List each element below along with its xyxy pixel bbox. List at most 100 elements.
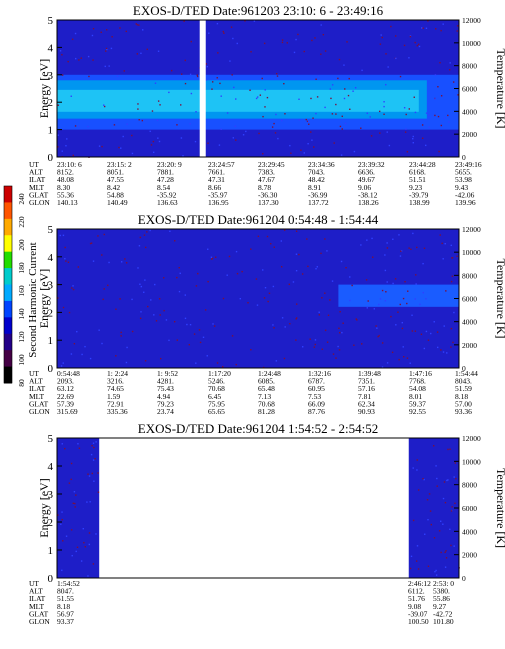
orbit-value: 7768. — [409, 377, 426, 386]
orbit-value: 70.68 — [258, 399, 275, 408]
noise-pixel — [257, 235, 260, 238]
noise-pixel — [65, 260, 67, 262]
noise-pixel — [415, 283, 417, 285]
noise-pixel — [138, 245, 141, 247]
orbit-value: 1:39:48 — [358, 369, 381, 378]
colorbar-tick-label: 180 — [17, 262, 26, 274]
noise-pixel — [263, 297, 266, 299]
noise-pixel — [361, 69, 363, 72]
noise-pixel — [104, 65, 106, 68]
noise-pixel — [173, 320, 176, 323]
noise-pixel — [383, 113, 385, 115]
ytick-label: 5 — [48, 15, 54, 27]
noise-pixel — [61, 443, 63, 445]
noise-pixel — [100, 31, 102, 34]
noise-pixel — [255, 278, 258, 280]
noise-pixel — [421, 27, 423, 29]
orbit-value: 7043. — [308, 168, 325, 177]
colorbar: 240 220 200 180 160 140 120 100 80 Second Harmoni… — [3, 185, 39, 387]
colorbar-segment — [4, 235, 12, 253]
noise-pixel — [205, 79, 207, 81]
noise-pixel — [60, 523, 62, 525]
noise-pixel — [244, 20, 246, 22]
noise-pixel — [399, 303, 401, 306]
noise-pixel — [404, 281, 406, 283]
colorbar-tick-label: 100 — [17, 354, 26, 366]
noise-pixel — [207, 142, 209, 144]
noise-pixel — [64, 447, 66, 450]
noise-pixel — [276, 73, 278, 75]
noise-pixel — [146, 48, 148, 51]
noise-pixel — [83, 541, 85, 544]
y2tick-label: 6000 — [462, 85, 477, 94]
noise-pixel — [425, 144, 427, 147]
noise-pixel — [152, 151, 155, 154]
noise-pixel — [412, 519, 415, 522]
noise-pixel — [97, 235, 99, 237]
noise-pixel — [307, 143, 309, 145]
noise-pixel — [116, 75, 119, 77]
orbit-value: 9.06 — [358, 183, 371, 192]
spectrogram-noise — [57, 229, 458, 369]
noise-pixel — [91, 34, 94, 37]
orbit-value: 140.13 — [57, 198, 78, 207]
noise-pixel — [444, 501, 447, 504]
noise-pixel — [74, 32, 77, 35]
noise-pixel — [218, 144, 221, 146]
orbit-value: 4281. — [157, 377, 174, 386]
noise-pixel — [226, 112, 229, 114]
orbit-value: 140.49 — [107, 198, 128, 207]
noise-pixel — [295, 303, 298, 305]
orbit-value: 47.67 — [258, 175, 275, 184]
noise-pixel — [272, 324, 274, 326]
orbit-value: -42.72 — [433, 609, 453, 618]
noise-pixel — [74, 506, 76, 508]
noise-pixel — [92, 59, 94, 61]
orbit-value: 5246. — [208, 377, 225, 386]
orbit-value: 6168. — [409, 168, 426, 177]
noise-pixel — [416, 469, 418, 471]
noise-pixel — [71, 287, 73, 289]
noise-pixel — [315, 112, 317, 115]
noise-pixel — [434, 74, 437, 76]
noise-pixel — [73, 491, 76, 493]
noise-pixel — [316, 96, 319, 98]
noise-pixel — [401, 321, 404, 324]
noise-pixel — [206, 65, 209, 68]
noise-pixel — [435, 569, 437, 572]
noise-pixel — [88, 532, 91, 534]
noise-pixel — [70, 529, 73, 531]
noise-pixel — [214, 256, 217, 258]
noise-pixel — [406, 151, 409, 153]
orbit-value: 137.30 — [258, 198, 279, 207]
noise-pixel — [149, 229, 151, 232]
noise-pixel — [87, 55, 90, 58]
noise-pixel — [427, 565, 430, 567]
noise-pixel — [439, 62, 441, 64]
noise-pixel — [283, 357, 286, 360]
orbit-value: -35.97 — [208, 190, 228, 199]
noise-pixel — [394, 278, 397, 280]
noise-pixel — [315, 78, 317, 80]
noise-pixel — [375, 325, 377, 327]
noise-pixel — [239, 297, 242, 300]
orbit-value: 6112. — [408, 587, 425, 596]
noise-pixel — [198, 329, 201, 331]
noise-pixel — [306, 120, 309, 123]
noise-pixel — [384, 254, 386, 256]
orbit-value: 2093. — [57, 377, 74, 386]
y2tick-label: 8000 — [462, 481, 477, 490]
ytick-label: 2 — [48, 517, 54, 529]
noise-pixel — [211, 88, 213, 90]
noise-pixel — [447, 448, 449, 451]
colorbar-segment — [4, 202, 12, 220]
orbit-value: 6.45 — [208, 392, 221, 401]
spectrogram-band — [57, 89, 419, 112]
noise-pixel — [332, 353, 335, 355]
noise-pixel — [105, 50, 107, 52]
noise-pixel — [205, 63, 207, 65]
noise-pixel — [443, 481, 446, 483]
colorbar-tick-label: 80 — [17, 379, 26, 387]
noise-pixel — [314, 343, 316, 346]
orbit-value: 62.34 — [358, 399, 375, 408]
